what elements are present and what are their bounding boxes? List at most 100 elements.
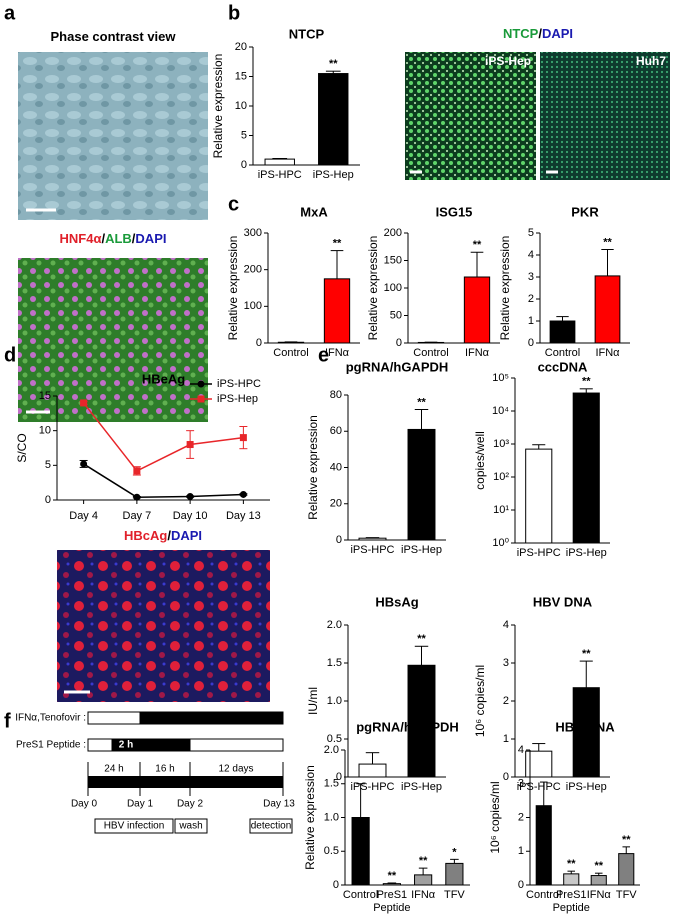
x-tick-label: iPS-HPC xyxy=(517,547,561,559)
x-tick-label: TFV xyxy=(444,889,465,901)
timeline-bar xyxy=(139,711,284,725)
x-tick-label: Control xyxy=(343,889,378,901)
y-tick-label: 1 xyxy=(528,315,534,327)
significance: ** xyxy=(329,58,338,70)
significance: ** xyxy=(473,239,482,251)
y-tick-label: 10² xyxy=(493,471,509,483)
y-tick-label: 10 xyxy=(235,100,247,112)
caption-part: ALB xyxy=(105,231,132,246)
timeline-step-box xyxy=(94,818,174,834)
y-tick-label: 1.0 xyxy=(324,811,339,823)
timeline-bar xyxy=(87,711,141,725)
y-tick-label: 0 xyxy=(241,159,247,171)
bar xyxy=(445,862,464,886)
y-tick-label: 4 xyxy=(518,744,524,756)
significance: ** xyxy=(582,648,591,660)
y-tick-label: 100 xyxy=(244,300,262,312)
chart-title: pgRNA/hGAPDH xyxy=(356,719,459,734)
panel-label: e xyxy=(318,344,329,366)
series-line xyxy=(83,402,244,472)
y-axis-label: Relative expression xyxy=(366,236,380,341)
y-axis-label: Relative expression xyxy=(498,236,512,341)
timeline-day: Day 2 xyxy=(177,799,204,810)
y-tick-label: 10⁴ xyxy=(492,405,509,417)
significance: ** xyxy=(603,236,612,248)
significance: ** xyxy=(594,860,603,872)
x-tick-label: PreS1 Peptide xyxy=(553,889,590,914)
y-tick-label: 150 xyxy=(384,254,402,266)
panel-label: a xyxy=(4,2,16,24)
y-tick-label: 5 xyxy=(45,459,51,471)
x-tick-label: iPS-HPC xyxy=(258,169,302,181)
significance: ** xyxy=(417,396,426,408)
micrograph xyxy=(18,52,208,220)
y-tick-label: 2 xyxy=(528,293,534,305)
chart-title: MxA xyxy=(300,204,328,219)
y-axis-label: Relative expression xyxy=(226,236,240,341)
y-tick-label: 0.5 xyxy=(327,733,342,745)
timeline-duration: 24 h xyxy=(104,764,123,775)
chart-title: HBeAg xyxy=(142,371,185,386)
y-tick-label: 2 xyxy=(518,811,524,823)
y-tick-label: 10⁵ xyxy=(492,372,509,384)
y-axis-label: 10⁶ copies/ml xyxy=(473,665,487,737)
panel-label: d xyxy=(4,344,16,366)
y-tick-label: 3 xyxy=(518,778,524,790)
y-tick-label: 5 xyxy=(241,129,247,141)
y-tick-label: 5 xyxy=(528,227,534,239)
caption-part: HBcAg xyxy=(124,528,167,543)
timeline-bar xyxy=(88,776,283,788)
x-tick-label: iPS-HPC xyxy=(350,544,394,556)
significance: ** xyxy=(567,858,576,870)
x-tick-label: Control xyxy=(545,347,580,359)
y-tick-label: 4 xyxy=(528,249,534,261)
significance: ** xyxy=(333,238,342,250)
significance: ** xyxy=(582,376,591,388)
bar xyxy=(572,687,600,778)
y-tick-label: 1.0 xyxy=(327,695,342,707)
chart-title: HBV DNA xyxy=(533,594,593,609)
image-caption: NTCP/DAPI xyxy=(503,26,573,41)
micrograph xyxy=(57,550,270,702)
x-tick-label: IFNα xyxy=(325,347,350,359)
y-tick-label: 0 xyxy=(45,494,51,506)
y-axis-label: S/CO xyxy=(15,433,29,462)
image-inset-label: Huh7 xyxy=(636,54,666,68)
y-tick-label: 15 xyxy=(39,390,51,402)
image-caption: HBcAg/DAPI xyxy=(124,528,202,543)
bar xyxy=(594,275,621,344)
caption-part: DAPI xyxy=(542,26,573,41)
y-tick-label: 10¹ xyxy=(493,504,509,516)
point xyxy=(80,399,88,407)
y-tick-label: 20 xyxy=(235,41,247,53)
y-axis-label: copies/well xyxy=(473,431,487,490)
chart-title: NTCP xyxy=(289,26,325,41)
y-tick-label: 3 xyxy=(528,271,534,283)
x-tick-label: TFV xyxy=(616,889,637,901)
x-tick-label: iPS-Hep xyxy=(566,547,607,559)
x-tick-label: IFNα xyxy=(465,347,490,359)
bar xyxy=(318,73,349,166)
y-tick-label: 15 xyxy=(235,70,247,82)
y-axis-label: Relative expression xyxy=(306,415,320,520)
bar xyxy=(407,428,436,541)
point xyxy=(133,493,141,501)
bar xyxy=(572,392,600,544)
x-tick-label: Day 7 xyxy=(123,510,152,522)
legend-label: iPS-HPC xyxy=(217,378,261,390)
y-tick-label: 2.0 xyxy=(324,744,339,756)
x-tick-label: Day 4 xyxy=(69,510,98,522)
legend-marker xyxy=(197,380,205,388)
caption-part: HNF4α xyxy=(60,231,102,246)
y-tick-label: 0.5 xyxy=(324,845,339,857)
timeline-inset: 2 h xyxy=(119,740,133,751)
y-tick-label: 10⁰ xyxy=(492,537,509,549)
y-axis-label: Relative expression xyxy=(303,765,317,870)
point xyxy=(186,441,194,449)
x-tick-label: iPS-Hep xyxy=(313,169,354,181)
x-tick-label: IFNα xyxy=(595,347,620,359)
y-tick-label: 40 xyxy=(330,461,342,473)
micrograph xyxy=(405,52,536,180)
y-tick-label: 0 xyxy=(518,879,524,891)
